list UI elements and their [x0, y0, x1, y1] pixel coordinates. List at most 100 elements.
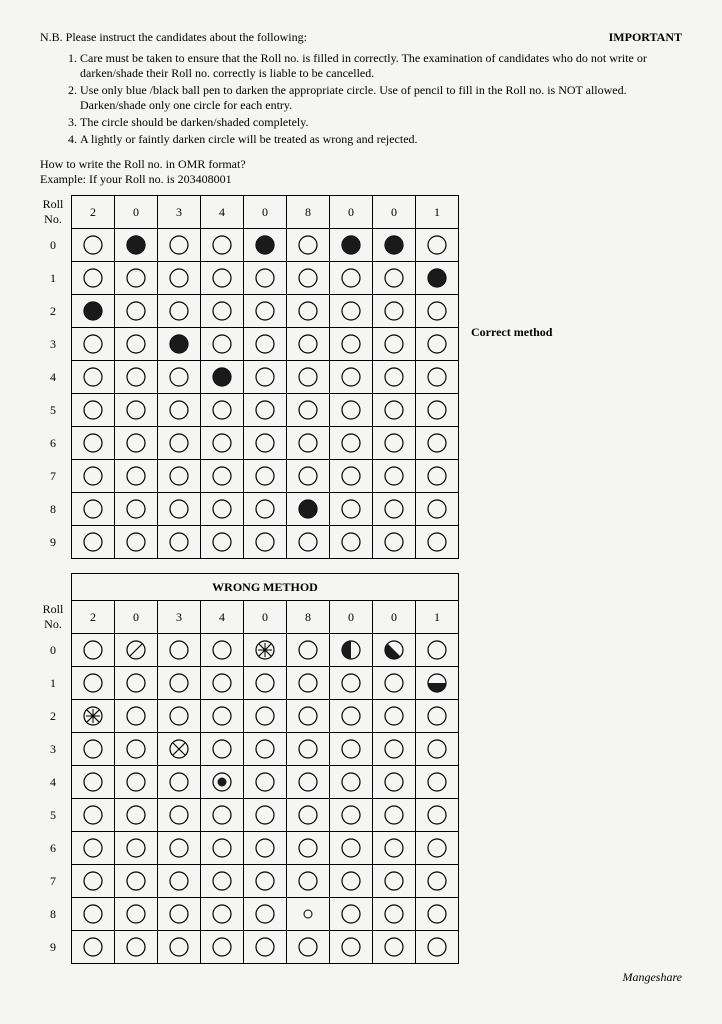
omr-bubble — [115, 865, 158, 898]
omr-bubble — [115, 394, 158, 427]
omr-bubble — [158, 667, 201, 700]
omr-bubble — [330, 766, 373, 799]
omr-bubble — [287, 229, 330, 262]
omr-bubble — [72, 262, 115, 295]
omr-bubble — [416, 634, 459, 667]
rollno-label: RollNo. — [40, 196, 72, 229]
omr-bubble — [330, 460, 373, 493]
omr-bubble — [373, 295, 416, 328]
omr-bubble — [158, 766, 201, 799]
omr-bubble — [244, 865, 287, 898]
omr-bubble — [330, 394, 373, 427]
omr-bubble — [416, 865, 459, 898]
omr-bubble — [201, 766, 244, 799]
omr-bubble — [244, 667, 287, 700]
omr-bubble — [158, 262, 201, 295]
omr-bubble — [330, 832, 373, 865]
omr-bubble — [72, 427, 115, 460]
omr-bubble — [416, 700, 459, 733]
omr-bubble — [201, 460, 244, 493]
column-header: 4 — [201, 196, 244, 229]
omr-bubble — [287, 667, 330, 700]
omr-bubble — [287, 898, 330, 931]
omr-bubble — [287, 700, 330, 733]
omr-bubble — [244, 229, 287, 262]
omr-bubble — [72, 394, 115, 427]
omr-bubble — [201, 667, 244, 700]
column-header: 2 — [72, 601, 115, 634]
omr-bubble — [416, 832, 459, 865]
important-label: IMPORTANT — [609, 30, 682, 45]
omr-bubble — [115, 361, 158, 394]
omr-bubble — [244, 493, 287, 526]
omr-bubble — [158, 394, 201, 427]
omr-bubble — [72, 328, 115, 361]
column-header: 0 — [373, 196, 416, 229]
row-label: 1 — [40, 667, 72, 700]
omr-bubble — [115, 799, 158, 832]
omr-bubble — [287, 832, 330, 865]
omr-bubble — [72, 733, 115, 766]
omr-bubble — [72, 865, 115, 898]
omr-bubble — [416, 460, 459, 493]
omr-bubble — [201, 328, 244, 361]
column-header: 2 — [72, 196, 115, 229]
column-header: 8 — [287, 196, 330, 229]
omr-bubble — [287, 361, 330, 394]
omr-bubble — [244, 733, 287, 766]
omr-bubble — [201, 733, 244, 766]
row-label: 2 — [40, 295, 72, 328]
omr-bubble — [201, 229, 244, 262]
omr-bubble — [115, 262, 158, 295]
omr-bubble — [373, 898, 416, 931]
omr-bubble — [244, 361, 287, 394]
wrong-omr-grid: WRONG METHODRollNo.2034080010123456789 — [40, 573, 459, 964]
correct-omr-grid: RollNo.2034080010123456789 — [40, 195, 459, 559]
column-header: 0 — [115, 196, 158, 229]
omr-bubble — [330, 493, 373, 526]
omr-bubble — [158, 898, 201, 931]
omr-bubble — [72, 766, 115, 799]
omr-bubble — [244, 931, 287, 964]
omr-bubble — [115, 493, 158, 526]
omr-bubble — [72, 898, 115, 931]
omr-bubble — [373, 667, 416, 700]
omr-bubble — [158, 733, 201, 766]
omr-bubble — [201, 898, 244, 931]
omr-bubble — [416, 394, 459, 427]
omr-bubble — [330, 667, 373, 700]
column-header: 4 — [201, 601, 244, 634]
row-label: 4 — [40, 766, 72, 799]
column-header: 0 — [330, 601, 373, 634]
column-header: 0 — [330, 196, 373, 229]
column-header: 0 — [373, 601, 416, 634]
nb-intro: N.B. Please instruct the candidates abou… — [40, 30, 307, 44]
omr-bubble — [373, 733, 416, 766]
omr-bubble — [373, 766, 416, 799]
omr-bubble — [244, 328, 287, 361]
signature: Mangeshare — [40, 970, 682, 985]
omr-bubble — [158, 526, 201, 559]
omr-bubble — [287, 262, 330, 295]
omr-bubble — [201, 262, 244, 295]
column-header: 1 — [416, 196, 459, 229]
row-label: 6 — [40, 427, 72, 460]
row-label: 7 — [40, 865, 72, 898]
column-header: 0 — [115, 601, 158, 634]
omr-bubble — [72, 493, 115, 526]
instruction-item: The circle should be darken/shaded compl… — [80, 115, 682, 130]
omr-bubble — [330, 229, 373, 262]
omr-bubble — [287, 634, 330, 667]
omr-bubble — [373, 634, 416, 667]
omr-bubble — [72, 229, 115, 262]
omr-bubble — [416, 733, 459, 766]
omr-bubble — [287, 328, 330, 361]
omr-bubble — [330, 733, 373, 766]
column-header: 8 — [287, 601, 330, 634]
omr-bubble — [115, 328, 158, 361]
omr-bubble — [373, 865, 416, 898]
row-label: 8 — [40, 493, 72, 526]
omr-bubble — [416, 799, 459, 832]
omr-bubble — [416, 427, 459, 460]
omr-bubble — [287, 865, 330, 898]
